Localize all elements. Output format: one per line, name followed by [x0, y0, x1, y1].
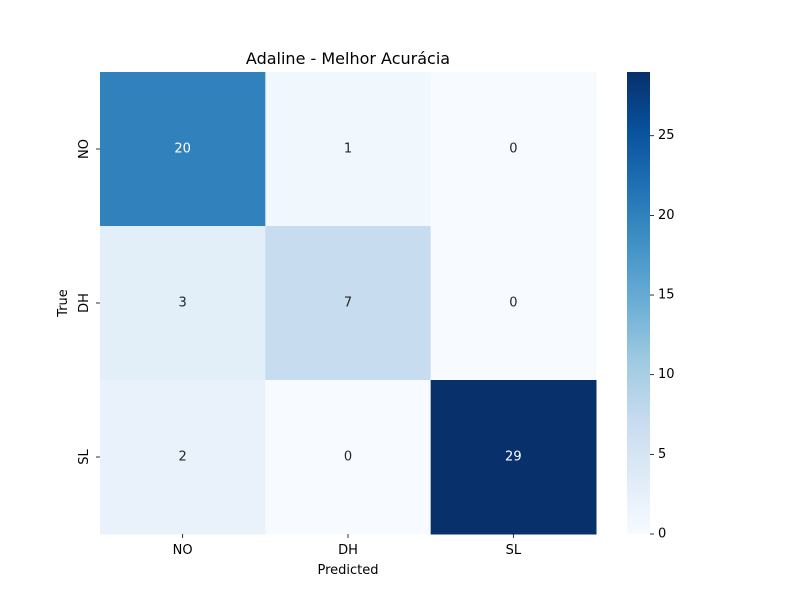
heatmap-cell	[265, 226, 432, 381]
x-tick-label: DH	[338, 543, 358, 558]
x-axis-ticks: NO DH SL	[173, 534, 522, 558]
y-axis-ticks: NO DH SL	[77, 139, 100, 465]
heatmap-cell	[100, 72, 266, 227]
colorbar-tick-label: 0	[658, 527, 666, 542]
cell-value-label: 7	[344, 296, 352, 311]
y-tick-label: NO	[77, 139, 92, 159]
chart-title: Adaline - Melhor Acurácia	[246, 49, 450, 68]
heatmap-cell	[430, 380, 597, 535]
heatmap-cell	[430, 72, 597, 227]
x-axis-label: Predicted	[317, 563, 378, 578]
x-tick-label: NO	[173, 543, 193, 558]
x-tick-label: SL	[506, 543, 522, 558]
heatmap-cell	[265, 72, 432, 227]
cell-value-label: 0	[509, 296, 517, 311]
cell-value-label: 29	[505, 450, 522, 465]
heatmap-cell	[100, 226, 266, 381]
colorbar-tick-label: 25	[658, 128, 675, 143]
heatmap-cell	[430, 226, 597, 381]
colorbar	[627, 72, 650, 534]
heatmap-cells	[100, 72, 597, 535]
heatmap-cell-labels: 20 1 03 7 02 0 29	[174, 142, 521, 465]
cell-value-label: 0	[509, 142, 517, 157]
heatmap-cell	[265, 380, 432, 535]
colorbar-tick-label: 15	[658, 288, 675, 303]
heatmap-cell	[100, 380, 266, 535]
y-tick-label: SL	[77, 448, 92, 464]
cell-value-label: 20	[174, 142, 191, 157]
cell-value-label: 0	[344, 450, 352, 465]
colorbar-tick-label: 20	[658, 208, 675, 223]
y-tick-label: DH	[77, 293, 92, 313]
colorbar-ticks: 0 5 10 15 20 25	[650, 128, 675, 542]
colorbar-tick-label: 10	[658, 367, 675, 382]
cell-value-label: 3	[179, 296, 187, 311]
cell-value-label: 2	[179, 450, 187, 465]
colorbar-tick-label: 5	[658, 447, 666, 462]
y-axis-label: True	[56, 289, 71, 318]
cell-value-label: 1	[344, 142, 352, 157]
